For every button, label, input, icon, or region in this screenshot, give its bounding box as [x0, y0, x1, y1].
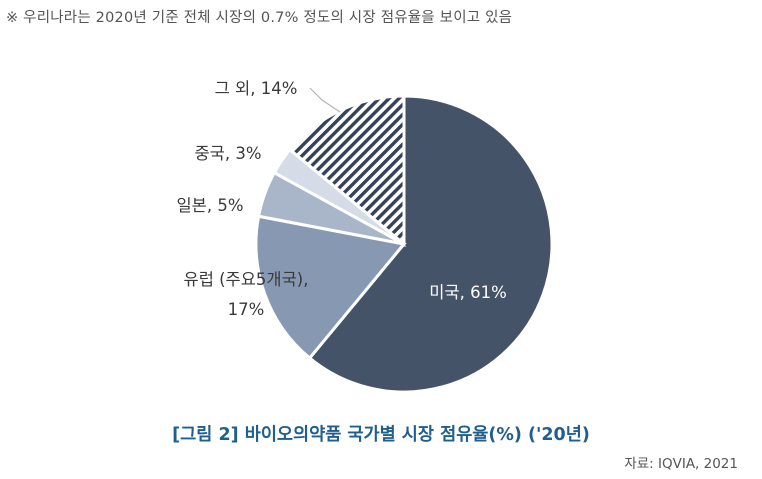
label-usa: 미국, 61%: [429, 283, 507, 302]
figure-caption: [그림 2] 바이오의약품 국가별 시장 점유율(%) ('20년): [172, 425, 590, 445]
pie-chart: 미국, 61% 유럽 (주요5개국), 17% 일본, 5% 중국, 3% 그 외, 14…: [176, 79, 554, 394]
label-europe: 유럽 (주요5개국), 17%: [184, 270, 309, 319]
label-others: 그 외, 14%: [215, 79, 298, 98]
pie-slice-usa: [307, 94, 554, 394]
source-text: 자료: IQVIA, 2021: [624, 456, 738, 472]
note-text: ※ 우리나라는 2020년 기준 전체 시장의 0.7% 정도의 시장 점유율을…: [6, 10, 513, 26]
label-japan: 일본, 5%: [176, 196, 243, 215]
label-china: 중국, 3%: [194, 144, 261, 163]
pie-slice-europe: [254, 214, 407, 361]
leader-line-others: [309, 87, 341, 113]
pie-slice-others: [287, 94, 406, 248]
